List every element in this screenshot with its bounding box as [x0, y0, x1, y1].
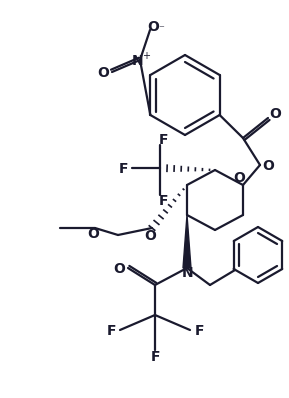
Text: F: F — [158, 133, 168, 147]
Text: N: N — [132, 54, 144, 68]
Text: N: N — [182, 266, 194, 280]
Text: F: F — [194, 324, 204, 338]
Text: +: + — [142, 51, 150, 61]
Text: O: O — [144, 229, 156, 243]
Text: F: F — [151, 350, 161, 364]
Text: O: O — [233, 170, 245, 185]
Text: F: F — [106, 324, 116, 338]
Text: F: F — [118, 162, 128, 176]
Text: O: O — [269, 107, 281, 121]
Text: O: O — [97, 66, 109, 80]
Text: O: O — [87, 227, 99, 241]
Text: O: O — [147, 20, 159, 34]
Text: ⁻: ⁻ — [158, 24, 164, 34]
Text: F: F — [158, 194, 168, 208]
Text: O: O — [113, 262, 125, 276]
Text: O: O — [262, 159, 274, 173]
Polygon shape — [183, 215, 191, 268]
